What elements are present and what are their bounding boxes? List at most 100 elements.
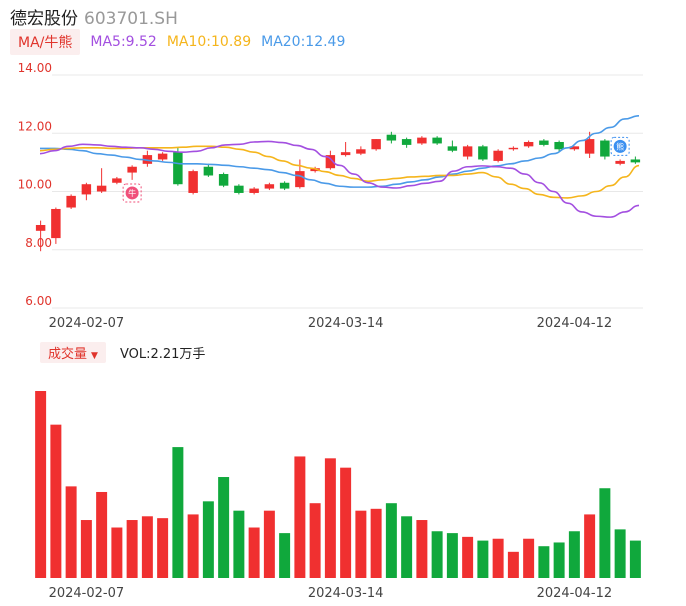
y-tick-label: 6.00 — [25, 294, 52, 308]
candle-body — [203, 166, 214, 176]
candle-body — [462, 146, 473, 157]
volume-bar — [401, 516, 413, 578]
volume-bar — [431, 531, 443, 578]
candle-body — [432, 137, 442, 144]
volume-bar — [385, 503, 397, 578]
candle-body — [218, 174, 229, 186]
volume-bar — [248, 527, 260, 578]
x-tick-label: 2024-02-07 — [49, 586, 125, 601]
volume-bar — [218, 477, 230, 578]
candle-body — [66, 195, 76, 208]
ma-indicator-selector[interactable]: MA/牛熊 — [10, 29, 81, 55]
bear-signal-icon-frame — [610, 136, 630, 156]
candle-body — [51, 208, 61, 239]
volume-bar — [629, 540, 641, 578]
dropdown-arrow-icon: ▼ — [91, 350, 98, 361]
y-tick-label: 10.00 — [18, 178, 52, 192]
volume-bar — [294, 456, 306, 578]
y-tick-label: 12.00 — [18, 119, 52, 133]
candle-body — [615, 160, 625, 164]
bull-signal-icon-frame — [122, 183, 142, 203]
volume-bar — [614, 529, 626, 578]
volume-bar — [492, 538, 504, 578]
candle-body — [600, 140, 610, 157]
stock-title: 德宏股份 603701.SH — [10, 4, 178, 29]
candle-body — [630, 159, 641, 163]
stock-code: 603701.SH — [84, 9, 178, 29]
volume-date-axis: 2024-02-07 2024-03-14 2024-04-12 — [49, 586, 613, 601]
volume-bar — [553, 542, 565, 578]
candle-body — [234, 185, 244, 193]
volume-legend: 成交量 ▼ VOL:2.21万手 — [40, 341, 205, 363]
volume-bar — [324, 458, 336, 578]
volume-bar — [370, 508, 382, 578]
volume-bar — [157, 518, 169, 578]
volume-bar — [446, 533, 458, 578]
candle-body — [325, 155, 336, 169]
candle-body — [569, 146, 580, 150]
volume-bar — [233, 510, 245, 578]
bull-signal-icon-badge — [125, 186, 139, 200]
price-axis-labels: 14.00 12.00 10.00 8.00 6.00 — [18, 61, 52, 308]
volume-bar — [279, 533, 291, 578]
candle-body — [340, 152, 351, 156]
volume-bar — [538, 546, 550, 578]
x-tick-label: 2024-03-14 — [308, 586, 384, 601]
candle-body — [264, 184, 275, 189]
y-tick-label: 14.00 — [18, 61, 52, 75]
candle-body — [539, 140, 549, 145]
candle-body — [279, 182, 290, 189]
candle-body — [112, 178, 122, 183]
candle-body — [386, 134, 397, 141]
candle-body — [310, 168, 320, 172]
volume-bar — [309, 503, 321, 578]
ma20-line — [39, 114, 640, 188]
candle-body — [356, 149, 366, 154]
candle-body — [249, 188, 259, 193]
ma-legend: MA/牛熊 MA5:9.52 MA10:10.89 MA20:12.49 — [10, 29, 346, 55]
candlestick-series — [35, 131, 641, 252]
volume-bars — [35, 391, 641, 578]
candle-body — [493, 150, 503, 161]
candle-body — [508, 147, 519, 150]
volume-bar — [568, 531, 580, 578]
x-tick-label: 2024-04-12 — [537, 316, 613, 331]
volume-bar — [35, 391, 47, 578]
candle-body — [173, 152, 183, 185]
candle-body — [188, 171, 198, 193]
volume-bar — [111, 527, 123, 578]
volume-bar — [462, 536, 474, 578]
volume-bar — [340, 467, 352, 578]
bear-signal-icon-glyph: 熊 — [616, 141, 624, 151]
price-grid — [52, 74, 643, 309]
volume-bar — [477, 540, 489, 578]
volume-bar — [65, 486, 77, 578]
volume-bar — [599, 488, 611, 578]
candle-body — [523, 141, 534, 147]
candle-body — [157, 153, 168, 160]
bear-signal-icon-badge — [613, 139, 627, 153]
volume-bar — [96, 491, 108, 578]
volume-bar — [416, 520, 428, 578]
candle-body — [447, 146, 458, 151]
bull-signal-icon: 牛 — [122, 183, 142, 203]
candle-body — [401, 139, 412, 145]
candle-body — [554, 141, 564, 150]
candle-body — [584, 139, 595, 154]
x-tick-label: 2024-04-12 — [537, 586, 613, 601]
volume-bar — [263, 510, 275, 578]
candle-body — [35, 224, 46, 231]
ma5-legend-label: MA5:9.52 — [90, 34, 157, 50]
x-tick-label: 2024-02-07 — [49, 316, 125, 331]
price-date-axis: 2024-02-07 2024-03-14 2024-04-12 — [49, 316, 613, 331]
stock-name: 德宏股份 — [10, 9, 78, 29]
ma20-legend-label: MA20:12.49 — [261, 34, 346, 50]
volume-bar — [523, 538, 535, 578]
volume-indicator-selector[interactable]: 成交量 ▼ — [40, 341, 106, 363]
y-tick-label: 8.00 — [25, 236, 52, 250]
volume-bar — [507, 551, 519, 578]
bull-signal-icon-glyph: 牛 — [128, 188, 136, 198]
moving-average-lines — [39, 114, 640, 218]
x-tick-label: 2024-03-14 — [308, 316, 384, 331]
